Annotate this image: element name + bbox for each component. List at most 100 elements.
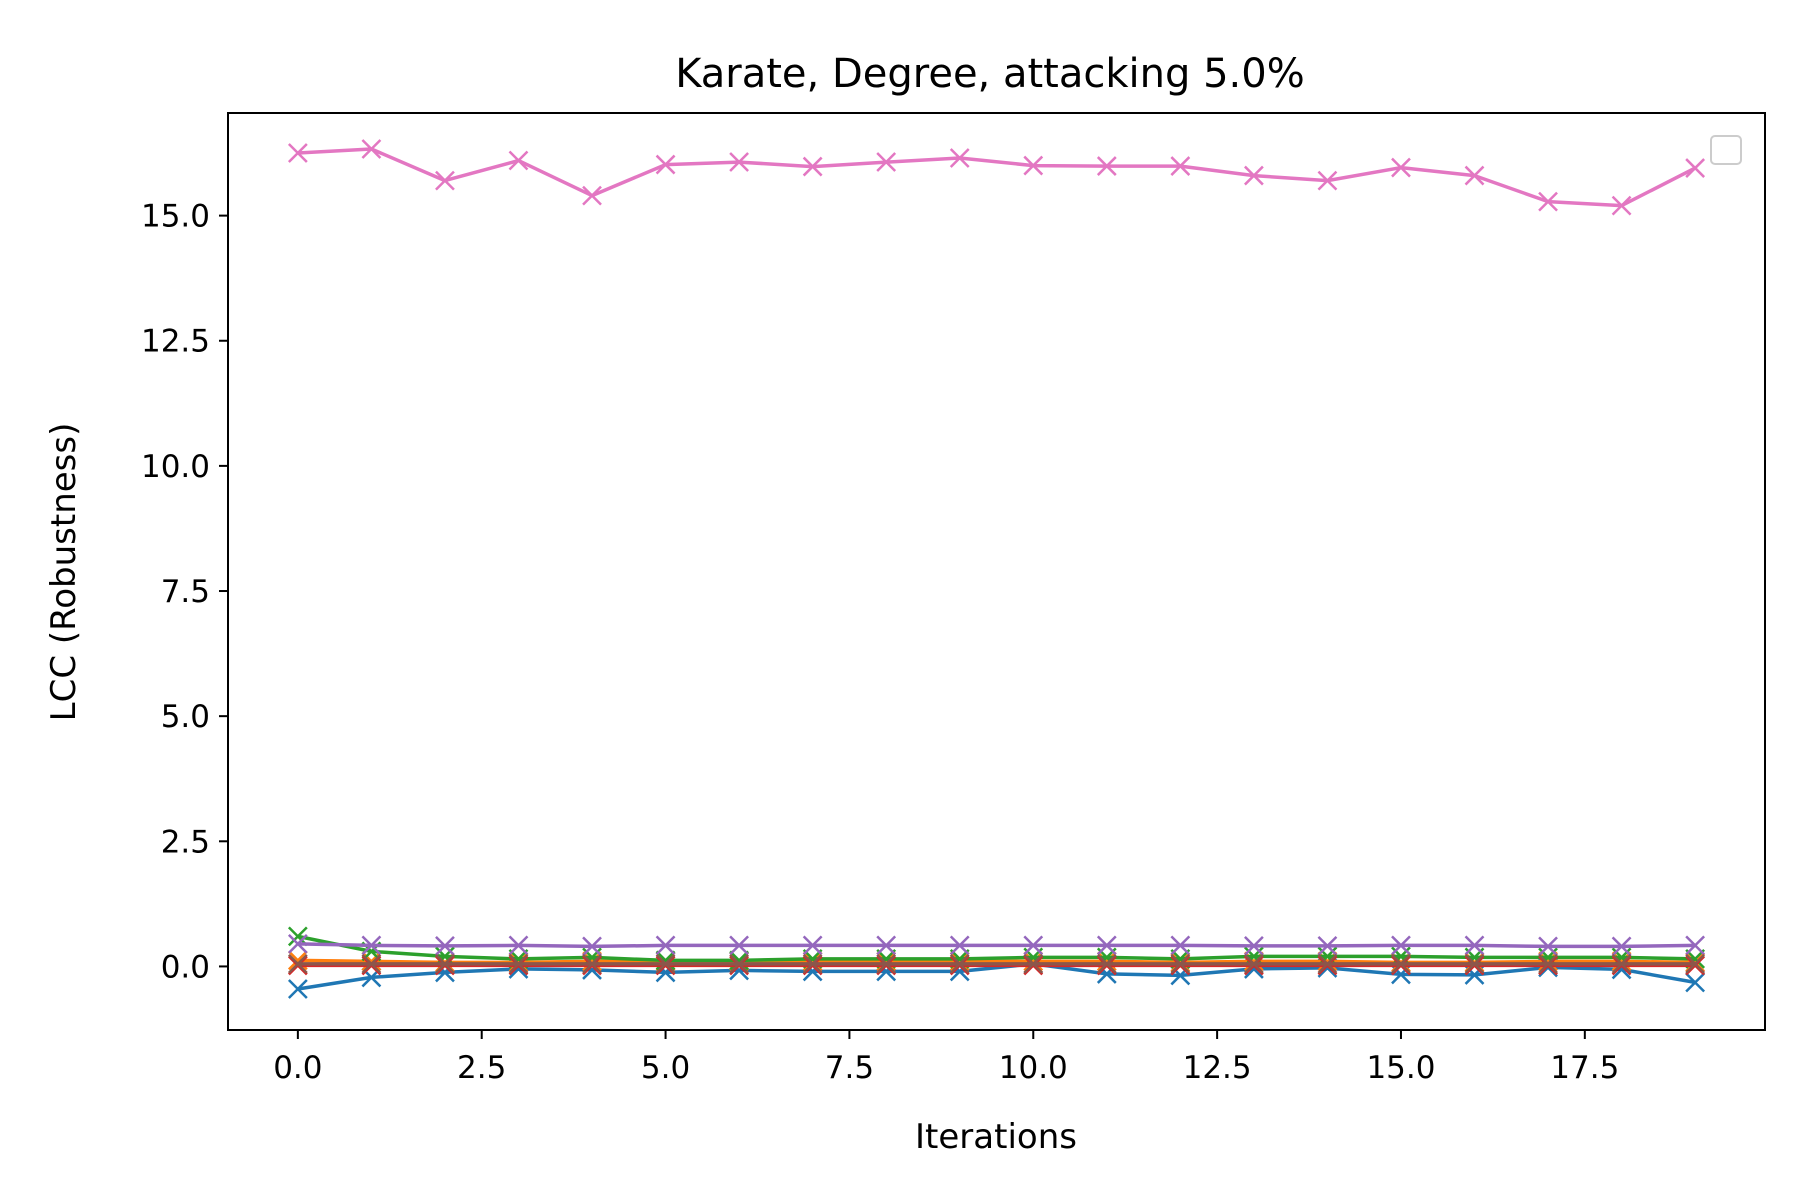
data-point-marker — [361, 139, 382, 159]
data-point-marker — [361, 954, 382, 974]
data-point-marker — [802, 954, 823, 974]
series-line — [297, 942, 1696, 949]
series-7 — [287, 139, 1706, 216]
data-point-marker — [802, 951, 823, 972]
data-point-marker — [1685, 158, 1706, 178]
y-tick-label: 10.0 — [141, 449, 210, 485]
data-point-marker — [1096, 935, 1117, 956]
data-point-marker — [1685, 954, 1706, 974]
data-point-marker — [729, 152, 749, 172]
y-tick-label: 15.0 — [141, 199, 210, 235]
data-point-marker — [582, 954, 602, 974]
data-point-marker — [802, 156, 823, 177]
data-point-marker — [1685, 972, 1706, 993]
data-point-marker — [435, 954, 455, 974]
y-tick-label: 5.0 — [161, 699, 210, 735]
x-tick-label: 0.0 — [273, 1050, 322, 1086]
x-tick-label: 10.0 — [999, 1050, 1068, 1086]
data-point-marker — [1685, 935, 1706, 956]
data-point-marker — [1317, 954, 1338, 974]
data-point-marker — [1464, 954, 1485, 974]
y-axis: 0.0 2.5 5.0 7.5 10.0 12.5 15.0 — [141, 199, 228, 985]
data-point-marker — [1023, 951, 1044, 972]
data-point-marker — [729, 954, 749, 974]
x-tick-label: 5.0 — [641, 1050, 690, 1086]
x-tick-label: 17.5 — [1550, 1050, 1619, 1086]
data-point-marker — [876, 152, 897, 172]
data-point-marker — [1391, 157, 1411, 178]
data-point-marker — [1538, 951, 1558, 972]
series-line — [297, 934, 1696, 963]
y-tick-label: 0.0 — [161, 949, 210, 985]
data-point-marker — [435, 170, 455, 191]
data-point-marker — [876, 935, 897, 956]
data-point-marker — [1611, 195, 1632, 216]
data-point-marker — [1096, 951, 1117, 972]
data-point-marker — [582, 951, 602, 972]
data-point-marker — [1611, 951, 1632, 972]
data-point-marker — [1244, 165, 1264, 186]
data-point-marker — [1611, 954, 1632, 974]
data-point-marker — [876, 951, 897, 972]
data-point-marker — [1244, 936, 1264, 956]
data-point-marker — [1170, 954, 1191, 974]
series-5 — [287, 934, 1706, 957]
x-tick-label: 12.5 — [1183, 1050, 1252, 1086]
data-point-marker — [949, 954, 970, 974]
data-point-marker — [1170, 935, 1191, 956]
data-point-marker — [1023, 954, 1044, 974]
series-6 — [287, 954, 1706, 974]
data-point-marker — [1023, 935, 1044, 956]
y-tick-label: 12.5 — [141, 324, 210, 360]
y-tick-label: 2.5 — [161, 824, 210, 860]
data-point-marker — [508, 954, 529, 974]
data-point-marker — [1391, 935, 1411, 956]
data-point-marker — [287, 934, 308, 954]
series-line — [297, 147, 1696, 208]
legend-box — [1710, 135, 1742, 165]
data-point-marker — [1096, 156, 1117, 176]
y-tick-label: 7.5 — [161, 574, 210, 610]
x-axis: 0.0 2.5 5.0 7.5 10.0 12.5 15.0 17.5 — [273, 1030, 1619, 1086]
data-point-marker — [1170, 156, 1191, 176]
plot-area — [228, 113, 1765, 1030]
chart-title: Karate, Degree, attacking 5.0% — [675, 51, 1304, 97]
data-point-marker — [287, 954, 308, 974]
data-point-marker — [949, 935, 970, 956]
data-point-marker — [1317, 170, 1338, 191]
data-point-marker — [582, 936, 602, 957]
data-point-marker — [1023, 155, 1044, 176]
data-point-marker — [655, 935, 676, 956]
series-line — [297, 962, 1696, 991]
data-point-marker — [582, 185, 602, 206]
data-point-marker — [876, 954, 897, 974]
y-axis-label: LCC (Robustness) — [44, 423, 84, 722]
data-point-marker — [1538, 954, 1558, 974]
data-point-marker — [361, 951, 382, 972]
data-point-marker — [1464, 935, 1485, 956]
data-point-marker — [729, 935, 749, 956]
x-tick-label: 7.5 — [825, 1050, 874, 1086]
data-point-marker — [802, 935, 823, 956]
data-point-marker — [655, 154, 676, 175]
data-point-marker — [1096, 954, 1117, 974]
data-point-marker — [1464, 165, 1485, 186]
data-point-marker — [1244, 954, 1264, 974]
x-tick-label: 15.0 — [1366, 1050, 1435, 1086]
data-point-marker — [949, 951, 970, 972]
data-point-marker — [508, 935, 529, 956]
data-point-marker — [1538, 936, 1558, 957]
data-point-marker — [1317, 936, 1338, 956]
x-axis-label: Iterations — [915, 1117, 1077, 1157]
data-point-marker — [287, 143, 308, 163]
data-point-marker — [435, 936, 455, 956]
data-point-marker — [1391, 954, 1411, 974]
data-point-marker — [949, 148, 970, 168]
data-point-marker — [287, 979, 308, 999]
series-layer — [287, 139, 1706, 999]
data-point-marker — [361, 935, 382, 956]
data-point-marker — [1611, 936, 1632, 957]
data-point-marker — [508, 150, 529, 171]
x-tick-label: 2.5 — [457, 1050, 506, 1086]
